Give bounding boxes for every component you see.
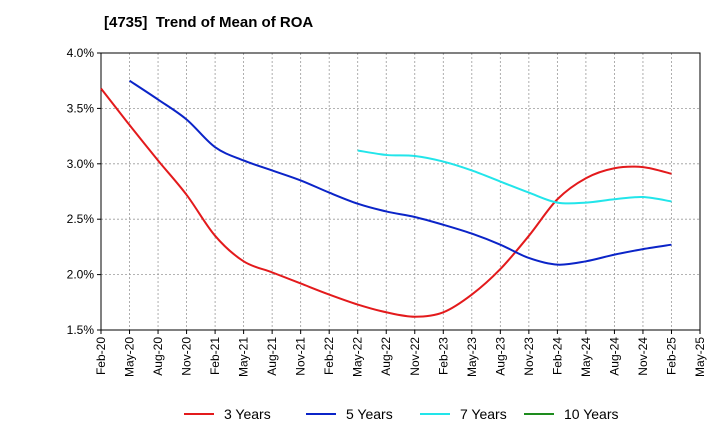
- x-tick-label: Nov-21: [294, 337, 308, 376]
- legend-label-3-years: 3 Years: [224, 406, 271, 422]
- series-line-7-years: [357, 149, 672, 205]
- chart-title: [4735] Trend of Mean of ROA: [104, 14, 314, 31]
- x-tick-label: May-25: [693, 337, 707, 377]
- legend-label-7-years: 7 Years: [460, 406, 507, 422]
- x-tick-label: Nov-24: [636, 337, 650, 376]
- y-tick-label: 3.0%: [67, 157, 95, 171]
- series-line-5-years: [128, 79, 672, 266]
- legend-label-10-years: 10 Years: [564, 406, 619, 422]
- x-tick-label: Feb-23: [436, 337, 450, 375]
- x-tick-label: May-23: [465, 337, 479, 377]
- legend-label-5-years: 5 Years: [346, 406, 393, 422]
- x-tick-label: Feb-24: [550, 337, 564, 375]
- series-lines: [100, 79, 672, 318]
- x-tick-label: May-20: [123, 337, 137, 377]
- x-tick-label: Feb-25: [664, 337, 678, 375]
- y-tick-label: 2.5%: [67, 212, 95, 226]
- x-tick-label: Feb-21: [208, 337, 222, 375]
- x-tick-label: Nov-23: [522, 337, 536, 376]
- y-tick-label: 4.0%: [67, 46, 95, 60]
- axes: 1.5% 2.0% 2.5% 3.0% 3.5% 4.0% Feb-20 May-20 Aug-…: [67, 46, 707, 377]
- x-tick-label: Aug-23: [493, 337, 507, 376]
- x-tick-label: Feb-22: [322, 337, 336, 375]
- y-tick-label: 1.5%: [67, 323, 95, 337]
- legend: 3 Years 5 Years 7 Years 10 Years: [184, 406, 619, 422]
- x-tick-label: Feb-20: [94, 337, 108, 375]
- plot-area: [101, 53, 700, 330]
- x-tick-label: Nov-20: [180, 337, 194, 376]
- plot-frame: [100, 52, 701, 331]
- x-tick-label: May-21: [237, 337, 251, 377]
- x-tick-label: May-24: [579, 337, 593, 377]
- x-tick-label: May-22: [351, 337, 365, 377]
- x-tick-label: Aug-21: [265, 337, 279, 376]
- y-tick-label: 2.0%: [67, 268, 95, 282]
- x-tick-label: Nov-22: [408, 337, 422, 376]
- x-tick-label: Aug-20: [151, 337, 165, 376]
- y-tick-label: 3.5%: [67, 101, 95, 115]
- x-tick-label: Aug-22: [379, 337, 393, 376]
- x-tick-label: Aug-24: [607, 337, 621, 376]
- series-line-3-years: [100, 87, 672, 318]
